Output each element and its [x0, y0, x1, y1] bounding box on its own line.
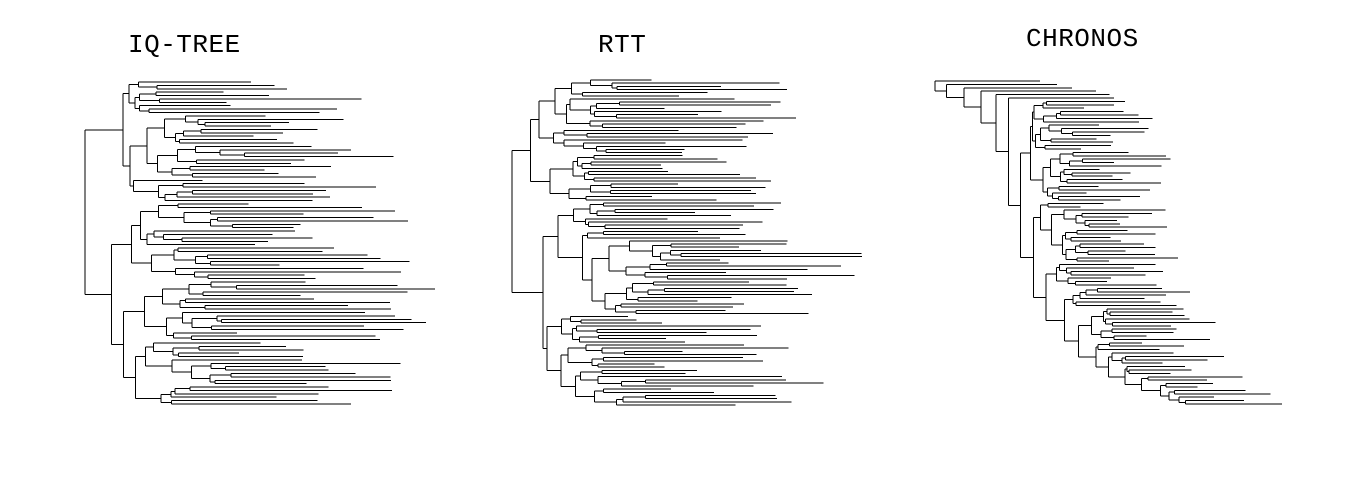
tree-iqtree: [84, 81, 435, 405]
panel-title-iqtree: IQ-TREE: [128, 30, 241, 60]
tree-rtt: [511, 79, 862, 406]
panel-title-rtt: RTT: [598, 30, 647, 60]
panel-rtt: RTT: [450, 0, 900, 500]
panel-chronos: CHRONOS: [900, 0, 1350, 500]
tree-chronos: [934, 80, 1282, 405]
panel-title-chronos: CHRONOS: [1026, 24, 1139, 54]
panel-iqtree: IQ-TREE: [0, 0, 450, 500]
